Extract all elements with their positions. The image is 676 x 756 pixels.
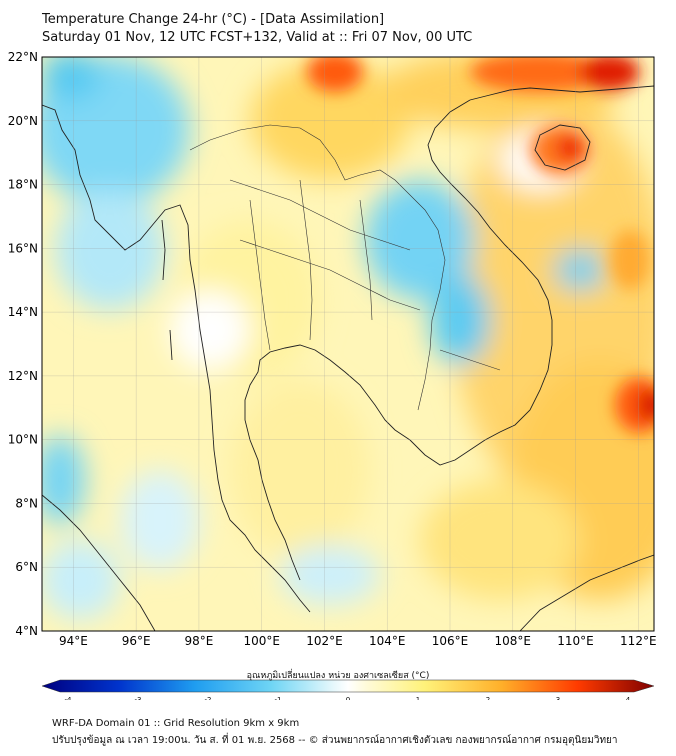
map-title: Temperature Change 24-hr (°C) - [Data As… <box>42 12 385 27</box>
footer-credit: ปรับปรุงข้อมูล ณ เวลา 19:00น. วัน ส. ที่… <box>52 735 618 746</box>
longitude-labels: 94°E 96°E 98°E 100°E 102°E 104°E 106°E 108°E 110… <box>59 634 657 648</box>
lon-tick-label: 112°E <box>620 634 657 648</box>
colorbar: -4 -3 -2 -1 0 1 2 3 4 <box>41 679 655 700</box>
lat-tick-label: 8°N <box>15 496 38 510</box>
colorbar-bar <box>41 679 655 693</box>
lat-tick-label: 10°N <box>8 433 38 447</box>
lat-tick-label: 14°N <box>8 305 38 319</box>
colorbar-tick-label: -4 <box>65 696 73 700</box>
footer-model-info: WRF-DA Domain 01 :: Grid Resolution 9km … <box>52 718 300 729</box>
graticule <box>42 57 654 631</box>
lat-tick-label: 18°N <box>8 178 38 192</box>
colorbar-tick-label: 0 <box>346 696 350 700</box>
coastlines <box>42 85 654 631</box>
lon-tick-label: 102°E <box>306 634 343 648</box>
lat-tick-label: 4°N <box>15 624 38 638</box>
admin-boundaries <box>189 124 501 411</box>
colorbar-ticks: -4 -3 -2 -1 0 1 2 3 4 <box>65 696 631 700</box>
lat-tick-label: 6°N <box>15 560 38 574</box>
lon-tick-label: 100°E <box>243 634 280 648</box>
colorbar-tick-label: -3 <box>135 696 142 700</box>
lat-tick-label: 20°N <box>8 114 38 128</box>
lon-tick-label: 104°E <box>369 634 406 648</box>
lon-tick-label: 110°E <box>557 634 594 648</box>
colorbar-tick-label: 2 <box>486 696 490 700</box>
colorbar-tick-label: -1 <box>275 696 282 700</box>
latitude-labels: 22°N 20°N 18°N 16°N 14°N 12°N 10°N 8°N 6°N 4°N <box>8 50 38 638</box>
map-frame <box>41 56 655 632</box>
lon-tick-label: 108°E <box>495 634 532 648</box>
colorbar-label: อุณหภูมิเปลี่ยนแปลง หน่วย องศาเซลเซียส (… <box>246 671 430 681</box>
lat-tick-label: 22°N <box>8 50 38 64</box>
lon-tick-label: 96°E <box>122 634 151 648</box>
lon-tick-label: 98°E <box>184 634 213 648</box>
temperature-map: 22°N 20°N 18°N 16°N 14°N 12°N 10°N 8°N 6°N 4°N 94… <box>8 50 657 700</box>
temperature-field <box>42 57 654 631</box>
map-subtitle: Saturday 01 Nov, 12 UTC FCST+132, Valid … <box>42 30 473 45</box>
lon-tick-label: 106°E <box>432 634 469 648</box>
lat-tick-label: 16°N <box>8 241 38 255</box>
colorbar-tick-label: -2 <box>205 696 212 700</box>
colorbar-tick-label: 4 <box>626 696 631 700</box>
lon-tick-label: 94°E <box>59 634 88 648</box>
colorbar-tick-label: 3 <box>556 696 560 700</box>
lat-tick-label: 12°N <box>8 369 38 383</box>
colorbar-tick-label: 1 <box>416 696 420 700</box>
